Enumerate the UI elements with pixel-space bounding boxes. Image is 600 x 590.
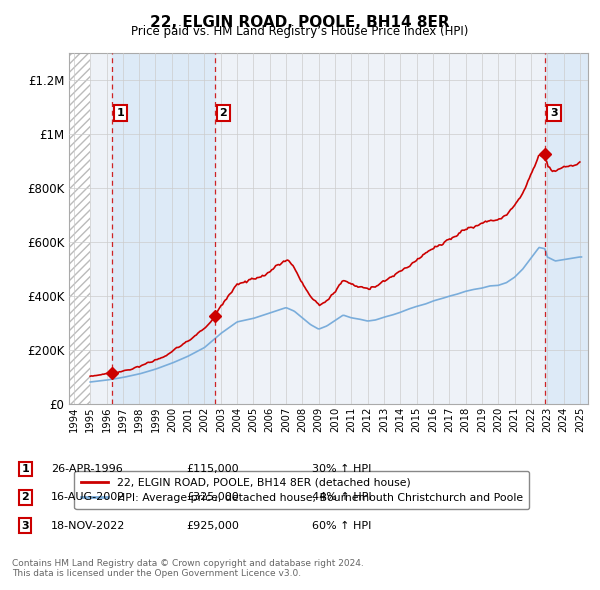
Text: This data is licensed under the Open Government Licence v3.0.: This data is licensed under the Open Gov…	[12, 569, 301, 578]
Text: 16-AUG-2002: 16-AUG-2002	[51, 493, 125, 502]
Text: £325,000: £325,000	[186, 493, 239, 502]
Bar	[112, 53, 215, 404]
Bar	[545, 53, 588, 404]
Text: 26-APR-1996: 26-APR-1996	[51, 464, 123, 474]
Text: 3: 3	[550, 108, 558, 118]
Text: 18-NOV-2022: 18-NOV-2022	[51, 521, 125, 530]
Text: Contains HM Land Registry data © Crown copyright and database right 2024.: Contains HM Land Registry data © Crown c…	[12, 559, 364, 568]
Text: 2: 2	[220, 108, 227, 118]
Text: 44% ↑ HPI: 44% ↑ HPI	[312, 493, 371, 502]
Text: £925,000: £925,000	[186, 521, 239, 530]
Legend: 22, ELGIN ROAD, POOLE, BH14 8ER (detached house), HPI: Average price, detached h: 22, ELGIN ROAD, POOLE, BH14 8ER (detache…	[74, 471, 529, 509]
Bar	[69, 53, 90, 404]
Text: 1: 1	[22, 464, 29, 474]
Text: Price paid vs. HM Land Registry’s House Price Index (HPI): Price paid vs. HM Land Registry’s House …	[131, 25, 469, 38]
Text: 1: 1	[116, 108, 124, 118]
Text: 30% ↑ HPI: 30% ↑ HPI	[312, 464, 371, 474]
Text: 2: 2	[22, 493, 29, 502]
Text: 3: 3	[22, 521, 29, 530]
Text: 22, ELGIN ROAD, POOLE, BH14 8ER: 22, ELGIN ROAD, POOLE, BH14 8ER	[150, 15, 450, 30]
Text: £115,000: £115,000	[186, 464, 239, 474]
Text: 60% ↑ HPI: 60% ↑ HPI	[312, 521, 371, 530]
